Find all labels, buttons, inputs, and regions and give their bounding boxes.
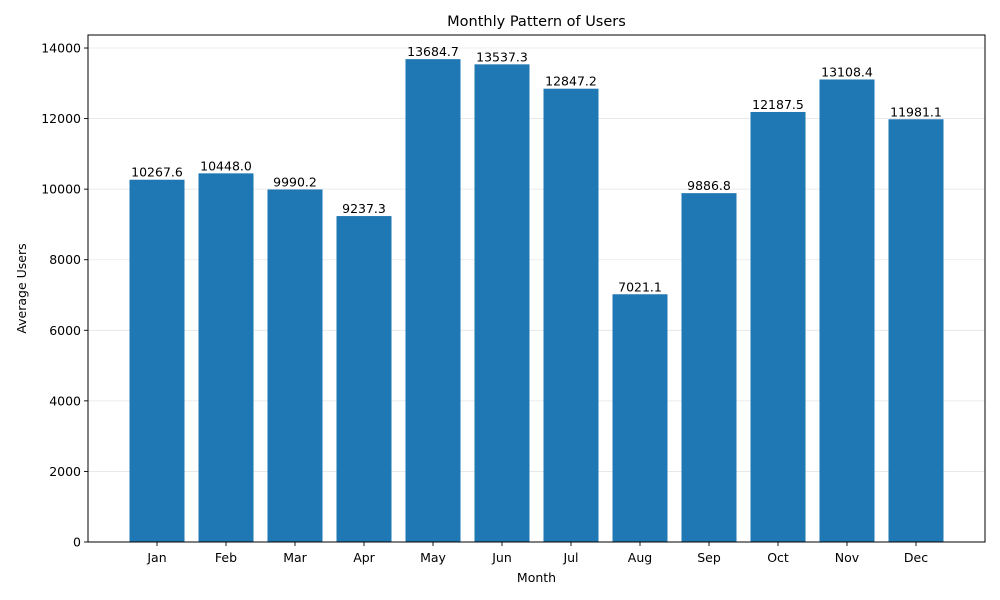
- x-tick-label: Mar: [283, 550, 307, 565]
- y-tick-label: 12000: [41, 111, 81, 126]
- bar-value-label: 9990.2: [273, 175, 317, 190]
- y-tick-label: 14000: [41, 41, 81, 56]
- bar-may: [405, 59, 461, 542]
- y-tick-label: 8000: [49, 252, 81, 267]
- bar-value-label: 9886.8: [687, 178, 731, 193]
- x-tick-label: Sep: [697, 550, 721, 565]
- bar-value-label: 10448.0: [200, 158, 252, 173]
- bar-oct: [750, 111, 806, 542]
- bar-jun: [474, 64, 530, 542]
- bar-labels-layer: 10267.6 10448.0 9990.2 9237.3 13684.7 13537.3…: [131, 44, 942, 294]
- bar-sep: [681, 193, 737, 542]
- y-tick-label: 2000: [49, 464, 81, 479]
- bars-layer: [129, 59, 944, 543]
- x-tick-label: Feb: [215, 550, 237, 565]
- bar-value-label: 12187.5: [752, 97, 804, 112]
- x-tick-label: Jan: [146, 550, 166, 565]
- x-tick-label: Jun: [491, 550, 512, 565]
- bar-jan: [129, 179, 185, 543]
- y-tick-label: 6000: [49, 323, 81, 338]
- bar-value-label: 11981.1: [890, 104, 942, 119]
- bar-value-label: 7021.1: [618, 279, 662, 294]
- bar-nov: [819, 79, 875, 542]
- y-axis-label: Average Users: [14, 243, 29, 333]
- bar-value-label: 9237.3: [342, 201, 386, 216]
- x-tick-label: Nov: [835, 550, 860, 565]
- bar-value-label: 13537.3: [476, 49, 528, 64]
- chart-title: Monthly Pattern of Users: [447, 14, 626, 30]
- x-tick-label: Dec: [904, 550, 928, 565]
- bar-value-label: 12847.2: [545, 74, 597, 89]
- bar-dec: [888, 119, 944, 543]
- x-tick-label: Apr: [353, 550, 375, 565]
- x-axis-label: Month: [517, 570, 556, 585]
- bar-value-label: 13684.7: [407, 44, 459, 59]
- x-tick-label: Jul: [562, 550, 578, 565]
- y-tick-label: 0: [73, 535, 81, 550]
- bar-value-label: 10267.6: [131, 165, 183, 180]
- bar-apr: [336, 216, 392, 542]
- bar-mar: [267, 189, 323, 542]
- bar-aug: [612, 294, 668, 542]
- y-tick-label: 10000: [41, 182, 81, 197]
- x-tick-label: Aug: [628, 550, 652, 565]
- y-axis-ticks: 0 2000 4000 6000 8000 10000 12000 14000: [41, 41, 88, 550]
- x-axis-ticks: Jan Feb Mar Apr May Jun Jul Aug Sep Oct Nov Dec: [146, 542, 928, 565]
- x-tick-label: May: [420, 550, 446, 565]
- bar-jul: [543, 88, 599, 543]
- plot-frame: [87, 34, 986, 543]
- bar-value-label: 13108.4: [821, 64, 873, 79]
- x-tick-label: Oct: [767, 550, 789, 565]
- y-tick-label: 4000: [49, 393, 81, 408]
- bar-feb: [198, 173, 254, 542]
